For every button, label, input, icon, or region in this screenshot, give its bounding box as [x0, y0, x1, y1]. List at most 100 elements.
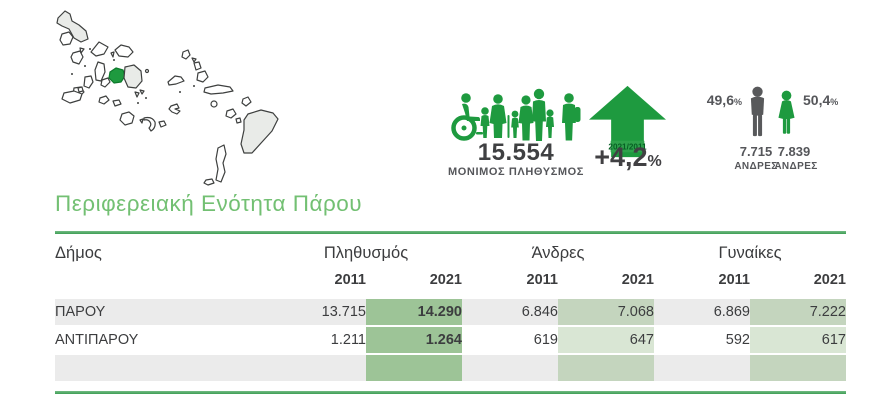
- municipality-cell: ΠΑΡΟΥ: [55, 299, 270, 325]
- female-percent-value: 50,4: [803, 92, 831, 108]
- island: [193, 61, 202, 71]
- island-rhodes: [240, 109, 279, 154]
- island-paros-highlight: [108, 67, 126, 84]
- population-table: Δήμος Πληθυσμός Άνδρες Γυναίκες 2011 202…: [55, 236, 846, 383]
- island: [79, 47, 85, 54]
- island-antiparos: [100, 77, 111, 88]
- island: [167, 75, 185, 86]
- year-header: 2021: [813, 272, 846, 288]
- island: [225, 108, 237, 119]
- islet-dot: [84, 65, 86, 67]
- island: [235, 117, 242, 124]
- table-row-antiparos: ΑΝΤΙΠΑΡΟΥ 1.211 1.264 619 647 592 617: [55, 327, 846, 353]
- island: [94, 61, 106, 82]
- female-percent: 50,4%: [803, 92, 847, 108]
- table-cell: 592: [725, 332, 750, 348]
- island-naxos: [123, 64, 143, 89]
- table-cell: 6.846: [462, 299, 558, 325]
- island: [98, 95, 110, 105]
- island: [139, 89, 145, 95]
- island: [168, 103, 181, 115]
- year-header: 2021: [621, 272, 654, 288]
- growth-period-badge: [610, 140, 645, 153]
- islet-dot: [179, 91, 181, 93]
- islet-dot: [145, 97, 147, 99]
- table-cell: 6.869: [654, 299, 750, 325]
- table-bottom-rule: [55, 391, 846, 394]
- island-kos: [203, 84, 234, 95]
- islet-dot: [113, 59, 115, 61]
- island: [59, 31, 74, 46]
- table-cell-highlight: 617: [750, 327, 846, 353]
- page-title: Περιφερειακή Ενότητα Πάρου: [55, 191, 363, 216]
- header-spacer: [55, 292, 846, 297]
- column-header-men: Άνδρες: [531, 243, 585, 262]
- island: [144, 68, 150, 74]
- female-percent-sign: %: [830, 97, 839, 107]
- female-count-label: ΑΝΔΡΕΣ: [774, 161, 818, 172]
- island: [181, 49, 191, 60]
- island: [77, 86, 84, 93]
- growth-period-label: 2021/2011: [608, 142, 647, 151]
- island: [241, 96, 252, 107]
- growth-number: +4,2: [594, 142, 648, 172]
- island: [110, 51, 115, 58]
- column-header-municipality: Δήμος: [55, 243, 102, 262]
- table-top-rule: [55, 231, 846, 234]
- column-header-population: Πληθυσμός: [323, 243, 409, 262]
- table-row-paros: ΠΑΡΟΥ 13.715 14.290 6.846 7.068 6.869 7.…: [55, 299, 846, 325]
- island: [90, 41, 109, 57]
- islet-dot: [137, 102, 139, 104]
- male-icon: [750, 86, 765, 137]
- table-cell: 619: [533, 332, 558, 348]
- population-label: ΜΟΝΙΜΟΣ ΠΛΗΘΥΣΜΟΣ: [447, 166, 585, 178]
- growth-percent-sign: %: [647, 153, 662, 170]
- islet-dot: [193, 85, 195, 87]
- year-header: 2011: [718, 272, 750, 288]
- island: [210, 100, 218, 108]
- male-count-label: ΑΝΔΡΕΣ: [734, 161, 778, 172]
- table-cell: 13.715: [270, 299, 366, 325]
- female-count: 7.839: [777, 144, 811, 159]
- table-cell-highlight: 7.068: [558, 299, 654, 325]
- island: [119, 111, 135, 126]
- island-karpathos: [215, 144, 227, 183]
- male-percent: 49,6%: [702, 92, 742, 108]
- year-header: 2011: [526, 272, 558, 288]
- table-cell-highlight: 647: [558, 327, 654, 353]
- municipality-cell: ΑΝΤΙΠΑΡΟΥ: [55, 332, 139, 348]
- island: [83, 75, 94, 89]
- islet-dot: [71, 73, 73, 75]
- growth-value: +4,2%: [578, 142, 678, 173]
- island: [61, 90, 83, 104]
- island: [139, 118, 144, 124]
- table-footer-row: [55, 355, 846, 381]
- table-group-header-row: Δήμος Πληθυσμός Άνδρες Γυναίκες: [55, 238, 846, 268]
- table-cell: 1.211: [330, 332, 366, 348]
- column-header-women: Γυναίκες: [718, 243, 782, 262]
- population-value: 15.554: [477, 139, 555, 166]
- island: [203, 178, 215, 186]
- island: [196, 70, 209, 83]
- female-icon: [778, 90, 795, 134]
- table-cell-highlight: 7.222: [750, 299, 846, 325]
- table-cell-highlight: 1.264: [366, 327, 462, 353]
- island: [112, 99, 122, 107]
- island-santorini: [143, 116, 156, 132]
- year-header: 2011: [334, 272, 366, 288]
- table-year-header-row: 2011 2021 2011 2021 2011 2021: [55, 270, 846, 290]
- population-group-icon: [451, 88, 581, 141]
- table-cell-highlight: 14.290: [366, 299, 462, 325]
- male-count: 7.715: [739, 144, 773, 159]
- island-andros: [56, 10, 89, 43]
- island: [158, 120, 167, 128]
- male-percent-sign: %: [733, 97, 742, 107]
- aegean-islands-map: [56, 10, 279, 186]
- growth-arrow-icon: 2021/2011: [589, 85, 666, 158]
- island: [134, 91, 140, 98]
- male-percent-value: 49,6: [706, 92, 734, 108]
- islet-dot: [89, 48, 91, 50]
- year-header: 2021: [429, 272, 462, 288]
- island: [114, 44, 134, 58]
